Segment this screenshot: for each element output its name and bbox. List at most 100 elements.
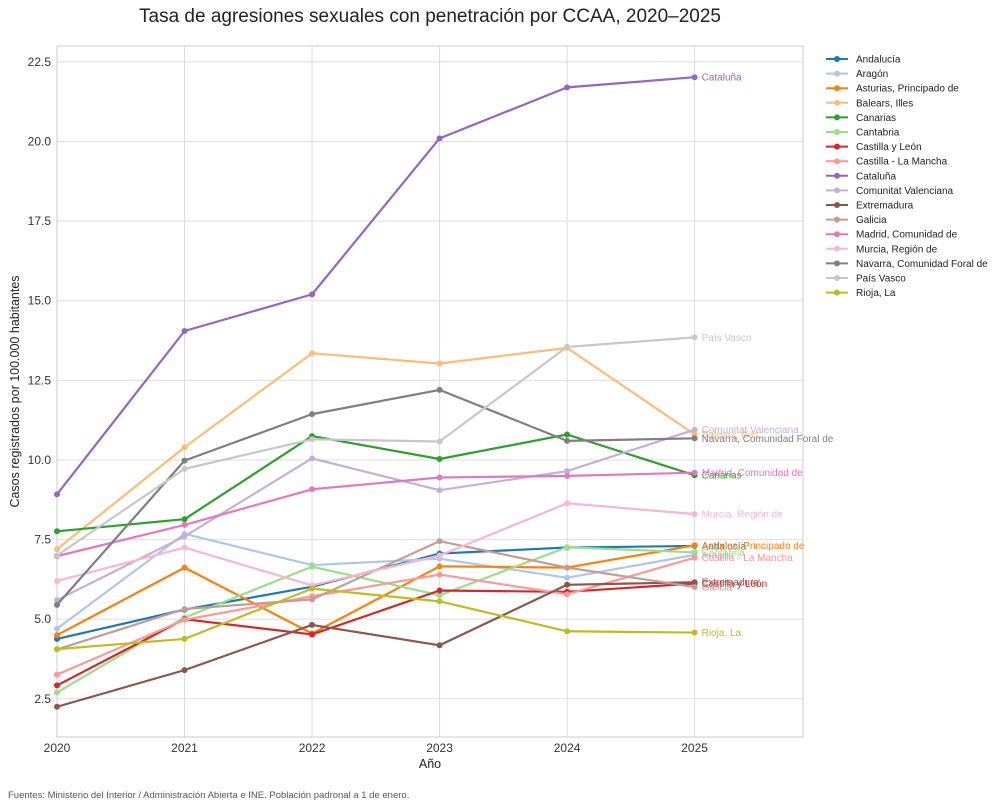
data-point: [436, 438, 443, 445]
legend-item: Aragón: [826, 69, 888, 80]
data-point: [436, 598, 443, 605]
data-point: [564, 591, 571, 598]
y-axis-label: Casos registrados por 100.000 habitantes: [8, 275, 22, 507]
series-end-label: Andalucía: [702, 541, 747, 552]
x-tick-label: 2021: [171, 741, 198, 755]
legend-label: País Vasco: [856, 274, 906, 285]
legend-item: País Vasco: [826, 274, 906, 285]
data-point: [54, 646, 60, 653]
series-16: [54, 585, 698, 653]
legend-marker: [834, 172, 840, 179]
data-point: [181, 635, 188, 642]
legend-item: Cataluña: [826, 171, 896, 182]
x-tick-labels: 2020 2021 2022 2023 2024 2025: [44, 741, 709, 755]
legend: Andalucía Aragón Asturias, Principado de Ba…: [826, 55, 988, 299]
chart-title: Tasa de agresiones sexuales con penetrac…: [139, 6, 721, 27]
data-point: [309, 455, 316, 462]
y-tick-label: 20.0: [28, 135, 52, 149]
data-point: [181, 616, 188, 623]
data-point: [54, 703, 60, 710]
data-point: [564, 564, 571, 571]
data-point: [181, 521, 188, 528]
legend-marker: [834, 99, 840, 106]
data-point: [564, 431, 571, 438]
data-point: [309, 631, 316, 638]
legend-item: Castilla y León: [826, 142, 922, 153]
legend-item: Madrid, Comunidad de: [826, 230, 958, 241]
series-14: [54, 386, 698, 608]
data-point: [436, 360, 443, 367]
legend-marker: [834, 245, 840, 252]
data-point: [436, 456, 443, 463]
series-end-label: Castilla - La Mancha: [702, 553, 794, 564]
legend-label: Cataluña: [856, 171, 896, 182]
data-point: [54, 528, 60, 535]
legend-item: Asturias, Principado de: [826, 84, 959, 95]
series-end-label: Galicia: [702, 583, 733, 594]
data-point: [54, 601, 60, 608]
y-tick-labels: 2.5 5.0 7.5 10.0 12.5 15.0 17.5 20.0 22.5: [28, 55, 52, 706]
series-line: [56, 582, 695, 687]
series-line: [56, 502, 695, 587]
legend-marker: [834, 231, 840, 238]
legend-marker: [834, 202, 840, 208]
series-line: [56, 346, 696, 550]
legend-marker: [834, 56, 840, 62]
legend-label: Andalucía: [856, 55, 901, 66]
data-point: [564, 574, 571, 581]
data-point: [309, 486, 316, 493]
series-line: [56, 532, 695, 630]
data-point: [436, 474, 443, 481]
series-end-label: Cataluña: [702, 73, 742, 84]
series-end-label: Aragón: [702, 550, 734, 561]
x-tick-label: 2020: [44, 741, 71, 755]
series-line: [56, 428, 695, 602]
legend-marker: [834, 275, 840, 281]
data-point: [564, 581, 571, 588]
legend-label: Navarra, Comunidad Foral de: [856, 259, 988, 270]
data-point: [691, 469, 698, 476]
data-point: [309, 621, 316, 628]
data-point: [691, 435, 698, 442]
series-line: [56, 544, 695, 640]
data-point: [691, 584, 698, 591]
data-point: [54, 546, 60, 553]
data-point: [309, 350, 316, 357]
x-tick-label: 2025: [681, 741, 708, 755]
y-tick-label: 7.5: [34, 533, 51, 547]
legend-marker: [834, 143, 840, 150]
data-point: [54, 552, 60, 559]
data-point: [436, 592, 443, 599]
series-10: [54, 579, 698, 710]
legend-marker: [834, 129, 840, 135]
series-end-label: País Vasco: [702, 333, 752, 344]
data-point: [691, 629, 698, 636]
legend-marker: [834, 70, 840, 77]
data-point: [436, 563, 443, 570]
series-end-label: Castilla y León: [702, 579, 768, 590]
data-point: [309, 596, 316, 603]
data-point: [691, 549, 698, 556]
data-point: [181, 533, 188, 540]
legend-label: Castilla - La Mancha: [856, 157, 948, 168]
data-point: [691, 334, 698, 341]
x-axis-label: Año: [419, 757, 441, 771]
series-end-label: Asturias, Principado de: [702, 541, 805, 552]
data-point: [181, 564, 188, 571]
data-point: [436, 487, 443, 494]
legend-item: Cantabria: [826, 128, 900, 139]
legend-label: Castilla y León: [856, 142, 922, 153]
legend-item: Murcia, Región de: [826, 244, 938, 255]
legend-marker: [834, 158, 840, 165]
data-point: [436, 587, 443, 594]
y-tick-label: 17.5: [28, 214, 52, 228]
legend-marker: [834, 187, 840, 194]
series-end-label: Murcia, Región de: [702, 510, 784, 521]
legend-label: Galicia: [856, 215, 887, 226]
data-point: [181, 327, 188, 334]
data-point: [54, 625, 60, 632]
legend-marker: [834, 260, 840, 267]
series-end-label: Navarra, Comunidad Foral de: [702, 434, 834, 445]
